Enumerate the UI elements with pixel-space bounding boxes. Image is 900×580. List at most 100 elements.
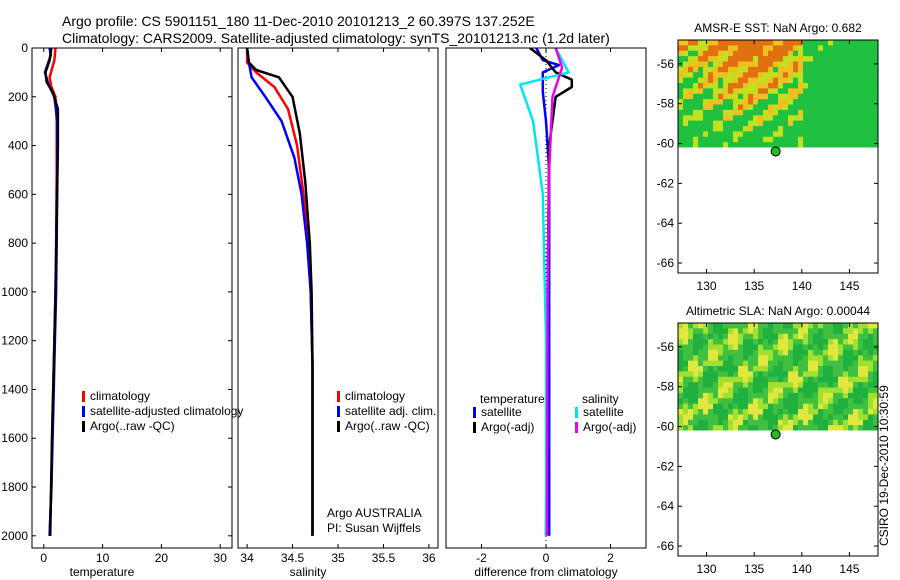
y-tick-label: -64 xyxy=(657,499,675,513)
heatmap-cell xyxy=(748,72,754,79)
heatmap-cell xyxy=(683,403,689,410)
heatmap-cell xyxy=(708,83,714,89)
heatmap-cell xyxy=(693,403,699,410)
heatmap-cell xyxy=(823,142,829,148)
heatmap-cell xyxy=(758,50,764,57)
heatmap-cell xyxy=(868,77,874,84)
heatmap-cell xyxy=(813,419,819,426)
heatmap-cell xyxy=(688,382,694,389)
heatmap-cell xyxy=(788,425,794,431)
heatmap-cell xyxy=(683,323,689,329)
heatmap-cell xyxy=(698,88,704,95)
heatmap-cell xyxy=(788,328,794,335)
heatmap-cell xyxy=(728,142,734,148)
heatmap-cell xyxy=(758,339,764,346)
heatmap-cell xyxy=(828,126,834,133)
heatmap-cell xyxy=(788,83,794,89)
heatmap-cell xyxy=(738,66,744,73)
heatmap-cell xyxy=(848,93,854,100)
heatmap-cell xyxy=(823,355,829,362)
heatmap-cell xyxy=(778,93,784,100)
heatmap-cell xyxy=(873,77,878,84)
heatmap-cell xyxy=(738,382,744,389)
heatmap-cell xyxy=(793,371,799,378)
heatmap-cell xyxy=(788,371,794,378)
y-tick-label: 1600 xyxy=(1,431,28,445)
heatmap-cell xyxy=(763,339,769,346)
heatmap-cell xyxy=(728,131,734,138)
heatmap-cell xyxy=(798,40,804,46)
heatmap-cell xyxy=(858,136,864,143)
heatmap-cell xyxy=(758,398,764,405)
heatmap-cell xyxy=(698,328,704,335)
heatmap-cell xyxy=(863,104,869,111)
heatmap-cell xyxy=(728,409,734,416)
heatmap-cell xyxy=(763,45,769,52)
heatmap-cell xyxy=(873,333,878,340)
heatmap-cell xyxy=(713,40,719,46)
heatmap-cell xyxy=(708,355,714,362)
heatmap-cell xyxy=(713,72,719,79)
heatmap-cell xyxy=(758,419,764,426)
heatmap-cell xyxy=(823,403,829,410)
heatmap-cell xyxy=(693,115,699,122)
heatmap-cell xyxy=(743,349,749,356)
heatmap-cell xyxy=(718,355,724,362)
heatmap-cell xyxy=(743,126,749,133)
heatmap-cell xyxy=(708,136,714,143)
heatmap-cell xyxy=(778,66,784,73)
heatmap-cell xyxy=(728,40,734,46)
heatmap-cell xyxy=(683,136,689,143)
heatmap-cell xyxy=(863,409,869,416)
heatmap-cell xyxy=(758,376,764,383)
heatmap-cell xyxy=(763,131,769,138)
heatmap-cell xyxy=(698,409,704,416)
heatmap-cell xyxy=(783,333,789,340)
heatmap-cell xyxy=(733,56,739,63)
heatmap-cell xyxy=(823,419,829,426)
heatmap-cell xyxy=(718,414,724,421)
heatmap-cell xyxy=(763,323,769,329)
heatmap-cell xyxy=(848,115,854,122)
heatmap-cell xyxy=(708,142,714,148)
heatmap-cell xyxy=(843,93,849,100)
heatmap-cell xyxy=(708,40,714,46)
heatmap-cell xyxy=(788,115,794,122)
heatmap-cell xyxy=(808,366,814,372)
heatmap-cell xyxy=(713,339,719,346)
heatmap-cell xyxy=(818,328,824,335)
heatmap-cell xyxy=(873,409,878,416)
heatmap-cell xyxy=(778,77,784,84)
heatmap-cell xyxy=(743,403,749,410)
heatmap-cell xyxy=(693,419,699,426)
heatmap-cell xyxy=(868,382,874,389)
heatmap-cell xyxy=(788,323,794,329)
heatmap-cell xyxy=(713,45,719,52)
heatmap-cell xyxy=(803,120,809,127)
heatmap-cell xyxy=(873,109,878,116)
heatmap-cell xyxy=(693,398,699,405)
heatmap-cell xyxy=(733,40,739,46)
heatmap-cell xyxy=(818,414,824,421)
heatmap-cell xyxy=(688,83,694,89)
heatmap-cell xyxy=(743,376,749,383)
heatmap-cell xyxy=(733,403,739,410)
heatmap-cell xyxy=(758,109,764,116)
heatmap-cell xyxy=(723,349,729,356)
heatmap-cell xyxy=(723,109,729,116)
heatmap-cell xyxy=(748,425,754,431)
heatmap-cell xyxy=(703,61,709,68)
heatmap-cell xyxy=(818,83,824,89)
heatmap-cell xyxy=(818,409,824,416)
heatmap-cell xyxy=(828,349,834,356)
heatmap-cell xyxy=(843,88,849,95)
heatmap-cell xyxy=(813,382,819,389)
heatmap-cell xyxy=(713,419,719,426)
heatmap-cell xyxy=(868,45,874,52)
heatmap-cell xyxy=(768,99,774,106)
heatmap-cell xyxy=(853,339,859,346)
heatmap-cell xyxy=(748,376,754,383)
heatmap-cell xyxy=(873,72,878,79)
heatmap-cell xyxy=(778,376,784,383)
heatmap-cell xyxy=(798,120,804,127)
